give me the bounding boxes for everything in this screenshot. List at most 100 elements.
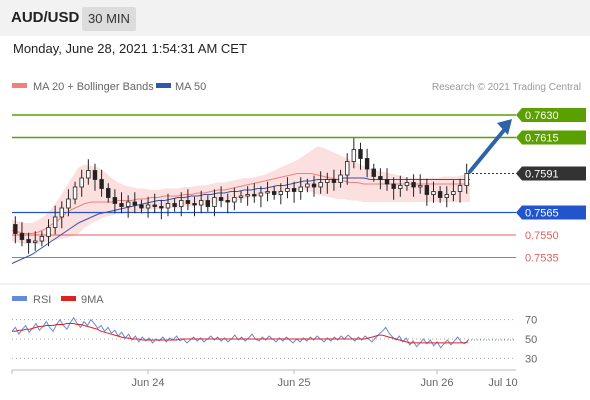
candle-body — [79, 177, 84, 188]
candle-body — [318, 182, 323, 188]
level-label-0.7615: 0.7615 — [525, 133, 559, 145]
main-plot: 0.7630 0.7615 0.7591 0.7565 0.7550 0.7535 — [11, 108, 586, 265]
forecast-arrow-head — [497, 119, 512, 135]
candle-body — [311, 183, 317, 188]
candle-body — [444, 194, 449, 198]
candle-body — [185, 200, 191, 204]
candle-body — [398, 185, 403, 189]
candle-body — [92, 170, 98, 180]
level-label-0.7550: 0.7550 — [525, 230, 559, 242]
level-tag-0.7615 — [516, 130, 586, 145]
ma20-legend-label: MA 20 + Bollinger Bands — [33, 81, 154, 93]
datetime-label: Monday, June 28, 2021 1:54:31 AM CET — [13, 41, 247, 56]
candle-body — [464, 173, 469, 186]
x-tick-label: Jun 24 — [131, 377, 164, 389]
candle-body — [39, 236, 45, 242]
candle-body — [179, 200, 184, 207]
candle-body — [358, 149, 363, 159]
candle-body — [172, 203, 177, 207]
symbol-title: AUD/USD — [11, 9, 80, 26]
rsi-ma-legend-label: 9MA — [81, 294, 104, 306]
candle-body — [265, 191, 270, 194]
rsi-legend-swatch — [12, 296, 27, 301]
candle-body — [86, 170, 91, 179]
candle-body — [411, 182, 416, 188]
candle-body — [238, 195, 244, 198]
candle-body — [424, 185, 430, 195]
candle-body — [278, 191, 284, 195]
level-tag-0.7630 — [516, 108, 586, 122]
candle-body — [212, 197, 217, 207]
x-tick-label: Jun 25 — [277, 377, 310, 389]
candle-body — [325, 179, 330, 183]
candle-body — [291, 188, 297, 192]
candle-body — [404, 182, 410, 186]
level-tag-0.7591 — [516, 166, 586, 181]
candle-body — [371, 168, 376, 177]
candle-body — [331, 179, 337, 183]
candle-body — [205, 200, 211, 207]
rsi-line — [11, 316, 469, 349]
candle-body — [218, 197, 224, 201]
candle-body — [125, 201, 131, 207]
timeframe-button[interactable]: 30 MIN — [82, 7, 136, 31]
candle-body — [19, 233, 25, 240]
candle-body — [46, 227, 51, 237]
candle-body — [112, 197, 118, 204]
rsi-ma-line — [12, 323, 469, 344]
candle-body — [159, 206, 164, 209]
candle-body — [152, 204, 157, 207]
candle-body — [192, 203, 197, 206]
x-tick-label: Jul 10 — [488, 377, 517, 389]
rsi-ma-legend-swatch — [61, 296, 76, 301]
candle-body — [451, 191, 456, 195]
candle-body — [26, 239, 31, 243]
candle-body — [285, 188, 290, 192]
level-label-0.7535: 0.7535 — [525, 253, 559, 265]
ma50-legend-label: MA 50 — [175, 81, 206, 93]
candle-body — [457, 185, 463, 192]
candle-body — [72, 186, 78, 200]
ma20-legend-swatch — [12, 83, 27, 88]
candle-body — [252, 194, 257, 197]
rsi-legend-label: RSI — [33, 294, 51, 306]
candle-body — [437, 191, 443, 198]
candle-body — [198, 200, 204, 206]
candle-body — [66, 198, 71, 209]
rsi-plot: 70 50 30 — [11, 315, 537, 365]
candle-body — [99, 179, 104, 189]
candle-body — [106, 188, 111, 198]
candle-body — [305, 183, 310, 188]
candle-body — [245, 194, 250, 197]
candle-body — [13, 224, 18, 234]
rsi-tick-30: 30 — [525, 353, 537, 365]
candle-body — [298, 186, 303, 192]
candle-body — [139, 204, 144, 209]
candle-body — [59, 207, 64, 218]
rsi-tick-50: 50 — [525, 334, 537, 346]
candle-body — [364, 158, 370, 170]
forecast-arrow-shaft — [468, 127, 507, 174]
candle-body — [378, 176, 383, 180]
candle-body — [132, 201, 137, 206]
candle-body — [384, 179, 390, 185]
candle-body — [225, 200, 230, 203]
level-label-0.7565: 0.7565 — [525, 208, 559, 220]
rsi-tick-70: 70 — [525, 315, 537, 327]
candle-body — [145, 204, 151, 209]
x-axis: Jun 24 Jun 25 Jun 26 Jul 10 — [11, 370, 518, 389]
candle-body — [271, 191, 277, 195]
ma50-legend-swatch — [156, 83, 171, 88]
candle-body — [338, 174, 343, 183]
candle-body — [33, 240, 38, 243]
candle-body — [431, 191, 436, 195]
candle-body — [391, 183, 396, 189]
x-tick-label: Jun 26 — [420, 377, 453, 389]
candle-body — [232, 197, 237, 203]
candle-body — [258, 192, 264, 197]
candle-body — [418, 185, 423, 188]
candle-body — [119, 203, 124, 207]
candle-body — [351, 149, 357, 162]
credit-text: Research © 2021 Trading Central — [432, 82, 581, 93]
